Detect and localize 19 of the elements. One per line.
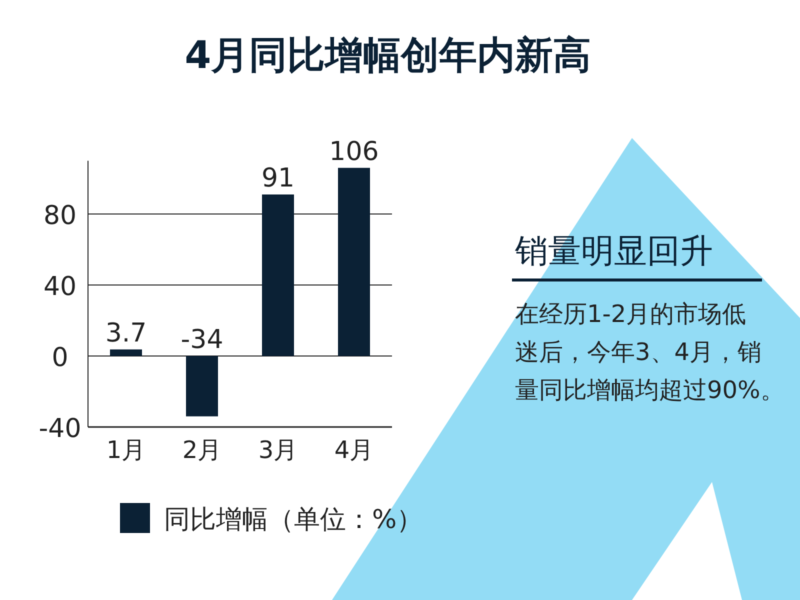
y-tick-label: 80 (43, 201, 77, 231)
x-tick-label: 3月 (258, 436, 298, 464)
bar (110, 349, 142, 356)
bar (186, 356, 218, 416)
bar (262, 194, 294, 356)
text: 在经历1-2月的市场低迷后，今年3、4月，销量同比增幅均超过90%。 (515, 300, 784, 404)
x-tick-label: 4月 (334, 436, 374, 464)
x-tick-label: 1月 (106, 436, 146, 464)
y-tick-label: 40 (43, 272, 77, 302)
data-label: 106 (329, 136, 379, 167)
data-label: 3.7 (105, 318, 147, 348)
bar (338, 168, 370, 356)
legend-label: 同比增幅（单位：%） (164, 505, 423, 535)
y-tick-label: 0 (52, 343, 68, 373)
chart-title: 4月同比增幅创年内新高 (184, 33, 592, 77)
x-tick-label: 2月 (182, 436, 222, 464)
y-tick-label: -40 (38, 414, 82, 444)
data-label: 91 (261, 163, 295, 194)
data-label: -34 (180, 325, 224, 355)
